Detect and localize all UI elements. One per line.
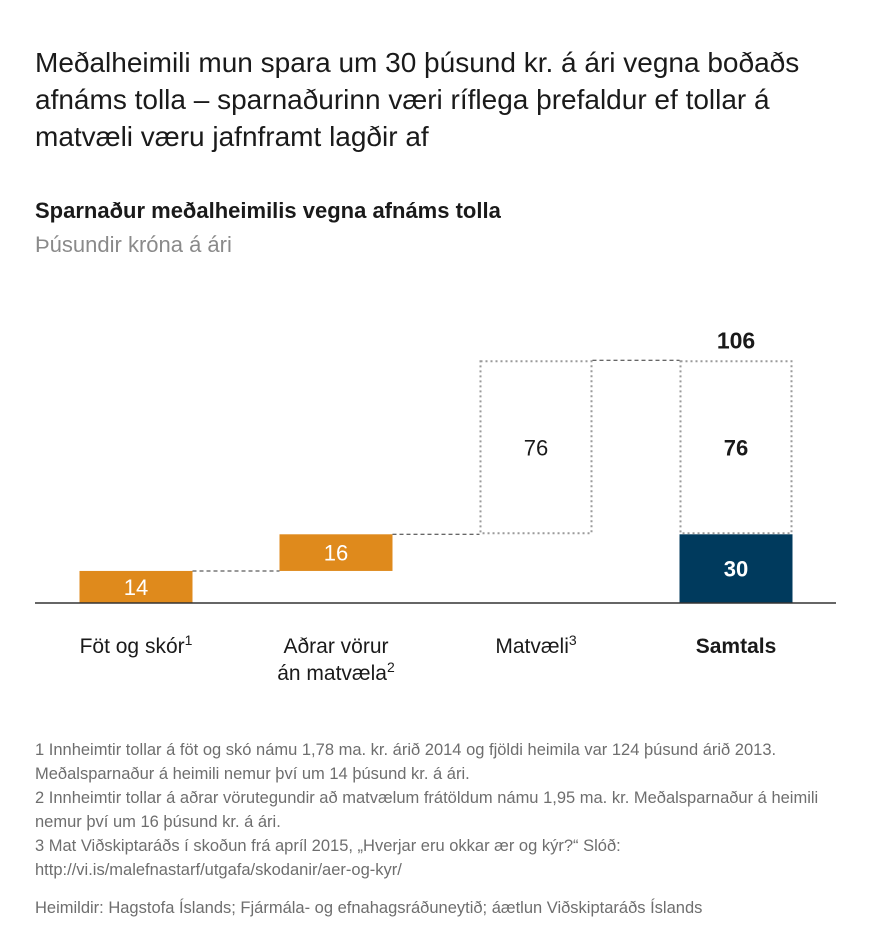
bar-step-3-value-label: 76 [524,435,548,460]
bar-step-3 [479,360,593,535]
x-tick-label-3: Matvæli3 [495,632,577,658]
x-tick-label-4: Samtals [696,635,777,658]
bar-total-segment-2 [679,360,793,535]
bar-step-1-value-label: 14 [124,575,148,600]
bar-total-segment-1-value-label: 30 [724,557,748,582]
bar-total-segment-1 [679,534,793,603]
total-sum-label: 106 [717,327,755,353]
headline: Meðalheimili mun spara um 30 þúsund kr. … [35,47,800,152]
chart-subtitle: Þúsundir króna á ári [35,232,232,257]
footnote-3: 3 Mat Viðskiptaráðs í skoðun frá apríl 2… [35,837,621,879]
chart-title: Sparnaður meðalheimilis vegna afnáms tol… [35,198,501,223]
x-tick-label-2: Aðrar vörur án matvæla2 [277,635,395,685]
waterfall-chart: 14 16 76 30 76 106 Föt og skór1 Aðrar vörur án m… [35,327,836,685]
bar-total-segment-2-value-label: 76 [724,435,748,460]
x-tick-label-1: Föt og skór1 [80,632,193,658]
source-note: Heimildir: Hagstofa Íslands; Fjármála- o… [35,899,703,917]
footnotes: 1 Innheimtir tollar á föt og skó námu 1,… [35,738,835,882]
bar-step-2-value-label: 16 [324,541,348,566]
bar-step-2 [279,534,393,571]
footnote-2: 2 Innheimtir tollar á aðrar vörutegundir… [35,789,819,831]
bar-step-1 [79,570,193,603]
footnote-1: 1 Innheimtir tollar á föt og skó námu 1,… [35,741,777,783]
